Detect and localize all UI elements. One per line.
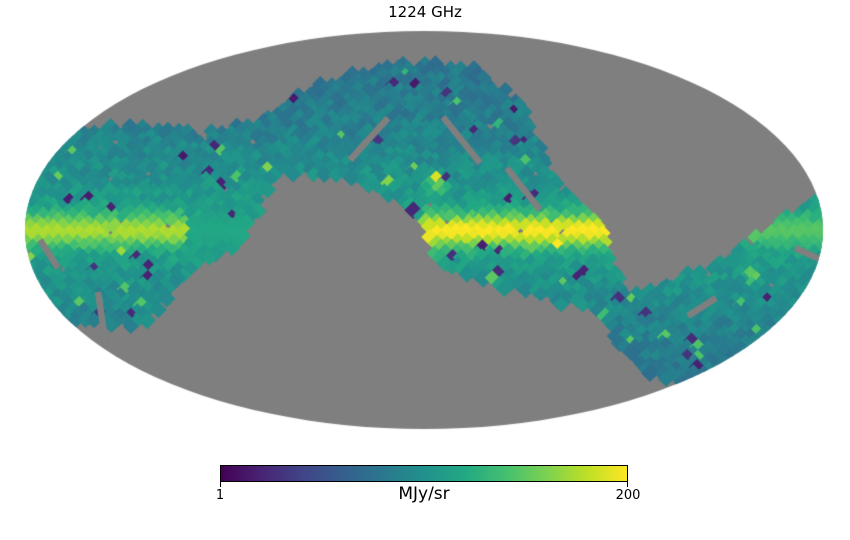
- colorbar-tick-label-min: 1: [215, 488, 225, 503]
- colorbar: [220, 465, 628, 482]
- colorbar-tick-min: [220, 482, 221, 487]
- colorbar-tick-label-max: 200: [615, 488, 641, 503]
- colorbar-tick-max: [627, 482, 628, 487]
- sky-map-canvas: [0, 0, 850, 460]
- colorbar-label: MJy/sr: [398, 484, 450, 504]
- colorbar-gradient: [221, 466, 627, 481]
